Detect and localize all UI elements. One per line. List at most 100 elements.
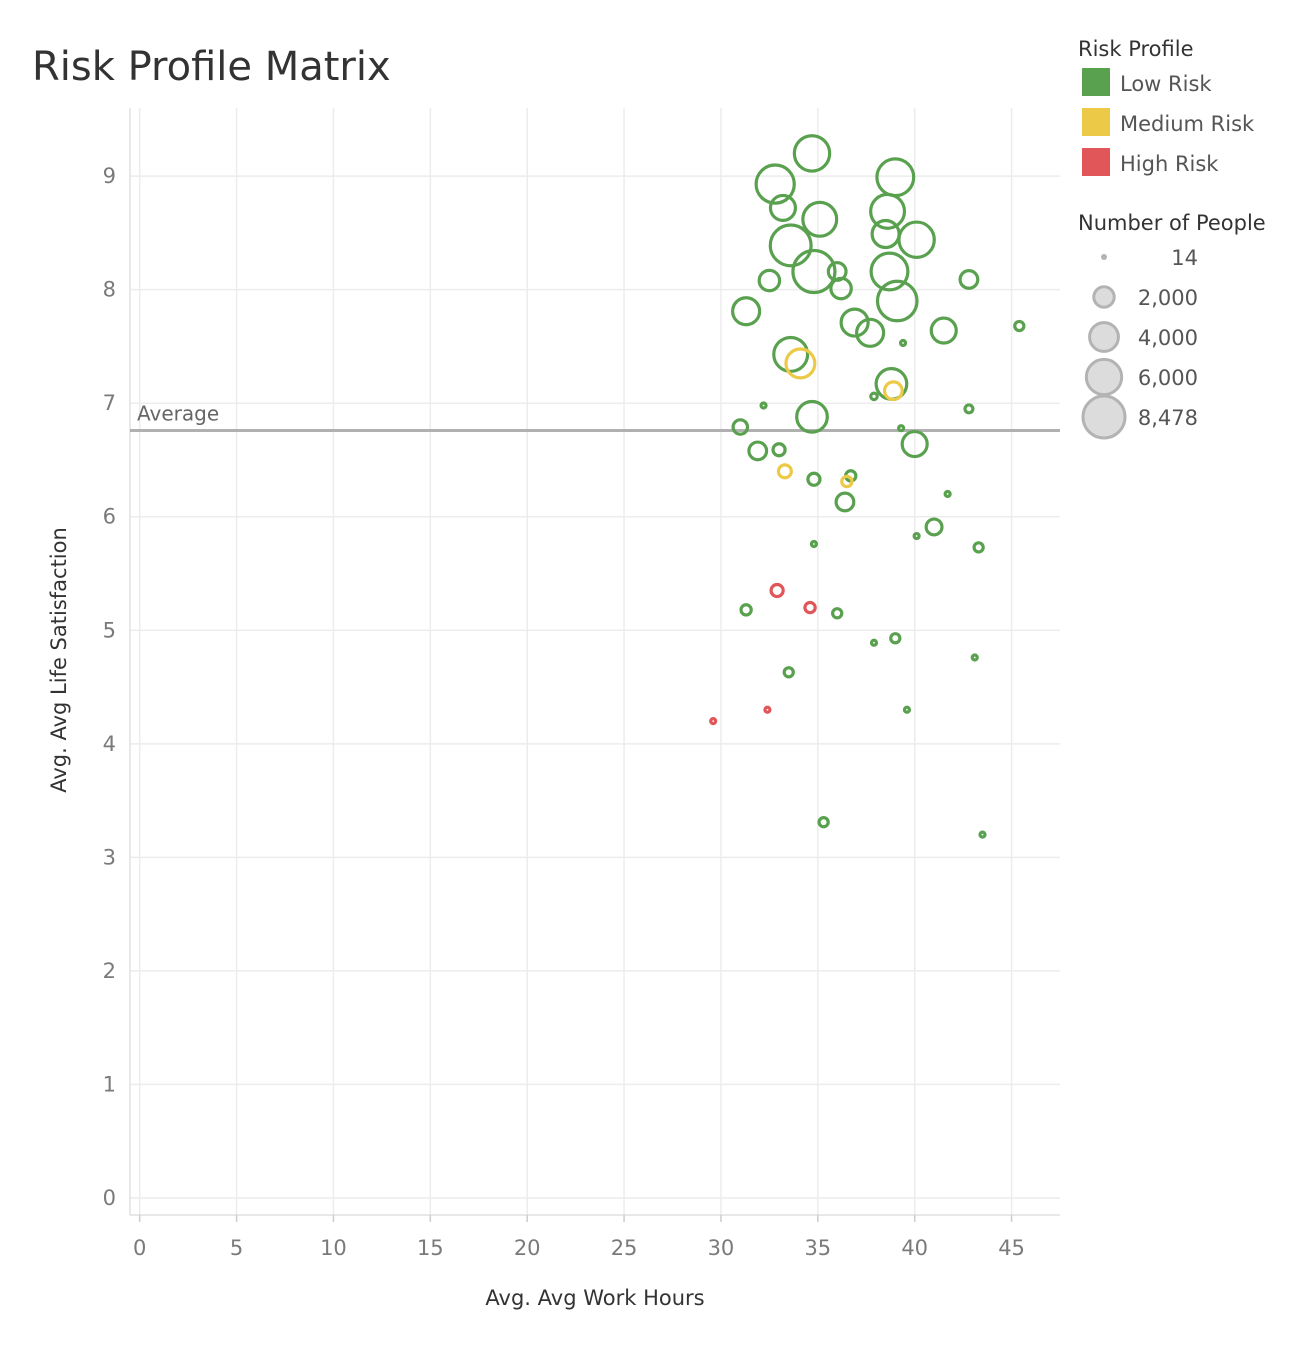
data-point [829,276,853,301]
legend: Risk Profile Low Risk Medium Risk High Risk… [1078,37,1266,440]
data-point [806,471,822,487]
data-point [943,489,952,499]
data-point [897,220,936,259]
x-axis-label: Avg. Avg Work Hours [485,1286,704,1310]
data-point [875,157,916,198]
data-point [795,399,829,434]
data-point [882,380,904,402]
size-legend-circle [1084,357,1124,397]
x-tick-label: 5 [230,1236,243,1260]
data-point [898,338,908,348]
y-tick-label: 6 [103,505,116,529]
data-point [768,223,813,268]
data-point [869,251,910,292]
data-point [772,335,810,373]
data-point [870,218,901,250]
size-legend-circle [1088,321,1120,353]
y-tick-label: 4 [103,732,116,756]
x-tick-label: 0 [133,1236,146,1260]
data-point [902,705,912,714]
grid-layer [129,108,1060,1216]
data-point [709,717,718,726]
chart-title: Risk Profile Matrix [32,44,391,90]
size-legend-circle [1101,254,1107,260]
data-point [831,607,844,620]
data-point [855,317,886,348]
data-point [791,248,837,295]
y-tick-label: 8 [103,278,116,302]
x-tick-label: 40 [901,1236,928,1260]
data-point [869,391,879,402]
reference-line-layer: Average [130,401,1060,432]
y-axis-label: Avg. Avg Life Satisfaction [47,527,71,793]
size-legend-label: 8,478 [1138,406,1198,430]
data-point [757,268,782,293]
data-point [801,200,839,238]
y-tick-label: 9 [103,164,116,188]
size-legend-label: 14 [1171,246,1198,270]
data-point [784,347,817,380]
legend-label: Low Risk [1120,72,1212,96]
y-tick-label: 3 [103,845,116,869]
data-point [958,269,980,290]
data-point [1013,319,1026,333]
data-point [817,815,830,829]
size-legend-circle [1092,285,1116,309]
data-point [792,134,832,173]
y-tick-label: 7 [103,391,116,415]
data-point [782,666,795,679]
data-point [809,539,819,549]
size-legend-label: 4,000 [1138,326,1198,350]
data-point [924,517,944,537]
x-tick-label: 25 [611,1236,638,1260]
size-legend-circle [1081,394,1127,440]
size-legend-label: 2,000 [1138,286,1198,310]
data-point [900,429,929,459]
data-point [739,603,753,617]
y-tick-label: 2 [103,959,116,983]
data-point [963,403,975,415]
x-tick-label: 20 [514,1236,541,1260]
size-legend-label: 6,000 [1138,366,1198,390]
data-point [769,582,785,599]
data-point [731,296,762,327]
data-point [912,531,921,541]
data-point [839,307,870,338]
data-point [970,653,979,662]
data-point [834,491,856,513]
data-point [972,541,985,554]
color-legend-title: Risk Profile [1078,37,1194,61]
y-tick-label: 1 [103,1072,116,1096]
x-tick-label: 15 [417,1236,444,1260]
average-reference-label: Average [137,401,219,425]
data-point [929,316,958,345]
data-point [776,463,793,480]
x-tick-label: 35 [804,1236,831,1260]
data-point [889,632,902,645]
y-tick-label: 5 [103,618,116,642]
data-point [875,279,919,323]
data-point [759,401,768,410]
data-point [897,424,906,433]
x-tick-label: 45 [998,1236,1025,1260]
legend-label: Medium Risk [1120,112,1255,136]
legend-swatch [1082,148,1110,176]
data-point [869,192,907,230]
y-tick-label: 0 [103,1186,116,1210]
data-point [731,418,750,436]
legend-swatch [1082,108,1110,136]
points-layer [709,134,1026,839]
legend-label: High Risk [1120,152,1219,176]
x-tick-label: 10 [320,1236,347,1260]
data-point [763,705,772,714]
data-point [869,638,879,647]
size-legend-title: Number of People [1078,211,1266,235]
data-point [840,474,854,489]
data-point [747,440,769,462]
data-point [771,442,787,458]
x-tick-label: 30 [708,1236,735,1260]
data-point [754,163,796,205]
data-point [768,193,798,223]
